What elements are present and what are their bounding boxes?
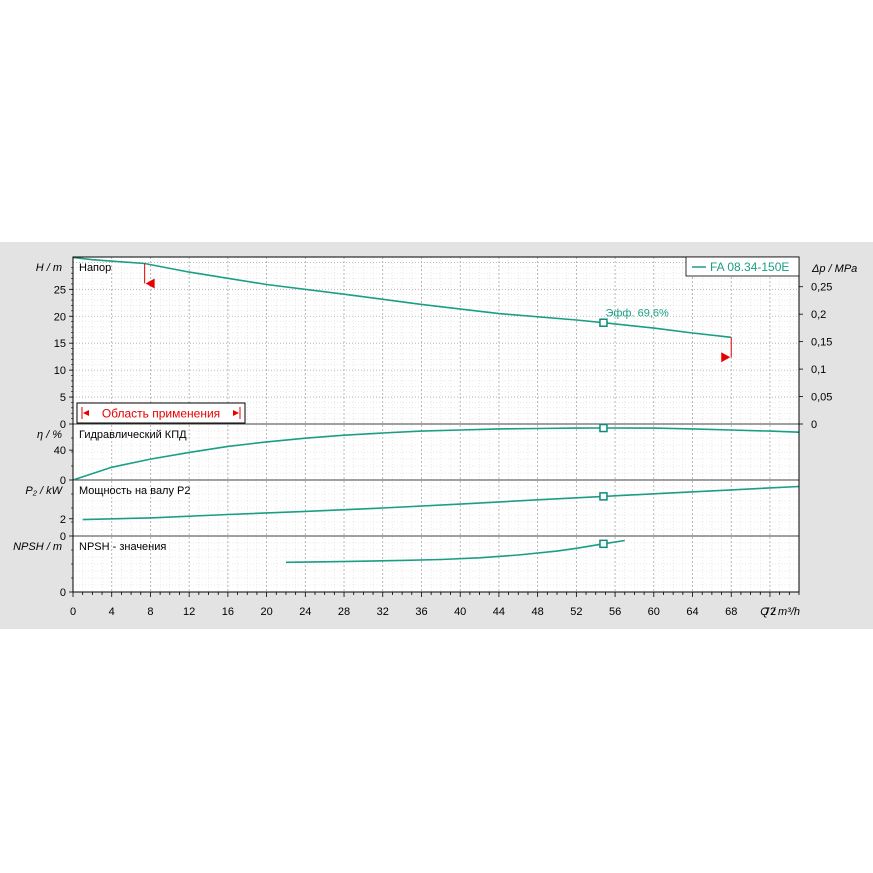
head-duty-point	[599, 318, 608, 327]
plot-area	[73, 257, 799, 592]
right-tick-label: 0,05	[811, 392, 832, 404]
y-tick-label: 25	[54, 284, 66, 296]
x-tick-label: 8	[147, 606, 153, 618]
npsh-duty-point	[599, 539, 608, 549]
npsh-curve	[285, 539, 625, 564]
right-tick-label: 0,15	[811, 337, 832, 349]
x-tick-label: 12	[183, 606, 195, 618]
x-tick-label: 64	[686, 606, 698, 618]
x-tick-label: 32	[377, 606, 389, 618]
right-tick-label: 0,1	[811, 364, 826, 376]
legend-label: FA 08.34-150E	[710, 260, 789, 274]
x-tick-label: 20	[260, 606, 272, 618]
x-tick-label: 48	[532, 606, 544, 618]
x-tick-label: 28	[338, 606, 350, 618]
y-tick-label: 0	[60, 587, 66, 599]
y-tick-label: 2	[60, 514, 66, 526]
efficiency-curve	[72, 427, 800, 481]
power-duty-point	[599, 492, 608, 501]
right-tick-label: 0,2	[811, 309, 826, 321]
y-tick-label: 5	[60, 392, 66, 404]
x-tick-label: 72	[764, 606, 776, 618]
x-tick-label: 60	[648, 606, 660, 618]
x-tick-label: 40	[454, 606, 466, 618]
x-tick-label: 68	[725, 606, 737, 618]
efficiency-duty-point	[599, 423, 608, 433]
range-box-right-arrow	[233, 410, 239, 416]
x-tick-label: 0	[70, 606, 76, 618]
range-min-arrow	[145, 278, 155, 289]
right-tick-label: 0,25	[811, 282, 832, 294]
right-axis-label: Δp / MPa	[811, 263, 857, 275]
y-tick-label: 0	[60, 419, 66, 431]
x-tick-label: 44	[493, 606, 505, 618]
x-tick-label: 4	[109, 606, 115, 618]
x-tick-label: 56	[609, 606, 621, 618]
y-axis-label: NPSH / m	[13, 541, 62, 553]
y-tick-label: 40	[54, 445, 66, 457]
x-tick-label: 24	[299, 606, 311, 618]
panel-title: NPSH - значения	[79, 541, 166, 553]
application-range-label: Область применения	[102, 407, 220, 421]
application-range-box	[76, 402, 246, 424]
y-axis-label: P₂ / kW	[25, 485, 63, 497]
y-tick-label: 20	[54, 311, 66, 323]
efficiency-annotation: Эфф. 69,6%	[605, 308, 669, 320]
panel-title: Напор	[79, 262, 111, 274]
y-axis-label: H / m	[36, 262, 62, 274]
y-tick-label: 0	[60, 531, 66, 543]
y-tick-label: 10	[54, 365, 66, 377]
panel-title: Гидравлический КПД	[79, 429, 187, 441]
right-tick-label: 0	[811, 419, 817, 431]
panel-title: Мощность на валу P2	[79, 485, 191, 497]
chart-panel: 0 5 10 15 20 25 H / m Напор Δp / MPa 0 0,05 0,1 0,15…	[0, 242, 873, 629]
x-axis-label: Q / m³/h	[760, 606, 800, 618]
x-tick-label: 16	[222, 606, 234, 618]
power-curve	[82, 485, 800, 521]
range-max-arrow	[721, 352, 731, 363]
x-tick-label: 52	[570, 606, 582, 618]
x-tick-label: 36	[415, 606, 427, 618]
y-tick-label: 15	[54, 338, 66, 350]
plot-frame	[72, 256, 800, 593]
legend-box	[685, 256, 800, 277]
y-tick-label: 0	[60, 475, 66, 487]
range-box-left-arrow	[83, 410, 89, 416]
y-axis-label: η / %	[37, 429, 62, 441]
